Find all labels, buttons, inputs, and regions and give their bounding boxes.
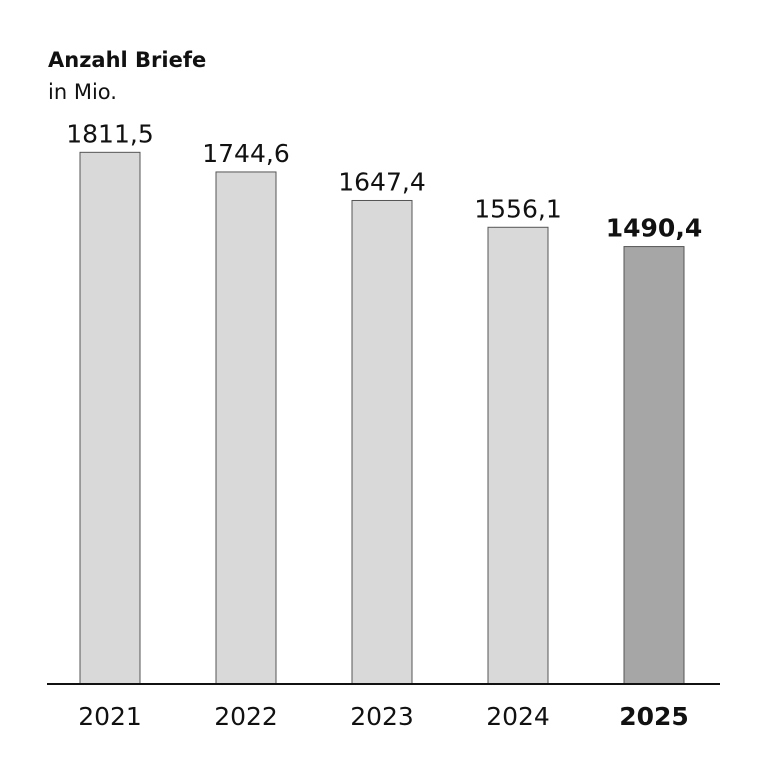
value-label: 1647,4 [338,167,425,196]
value-label: 1744,6 [202,139,289,168]
bar [79,151,141,685]
x-tick-label: 2024 [486,702,550,731]
bar [487,226,549,685]
value-label: 1490,4 [606,214,702,243]
x-tick-label: 2021 [78,702,142,731]
chart-subtitle: in Mio. [48,80,117,104]
x-tick-label: 2023 [350,702,414,731]
bar [215,171,277,685]
bar [623,246,685,685]
chart-title: Anzahl Briefe [48,48,206,72]
bar [351,199,413,685]
x-tick-label: 2022 [214,702,278,731]
x-tick-label: 2025 [619,702,689,731]
value-label: 1556,1 [474,194,561,223]
value-label: 1811,5 [66,119,153,148]
